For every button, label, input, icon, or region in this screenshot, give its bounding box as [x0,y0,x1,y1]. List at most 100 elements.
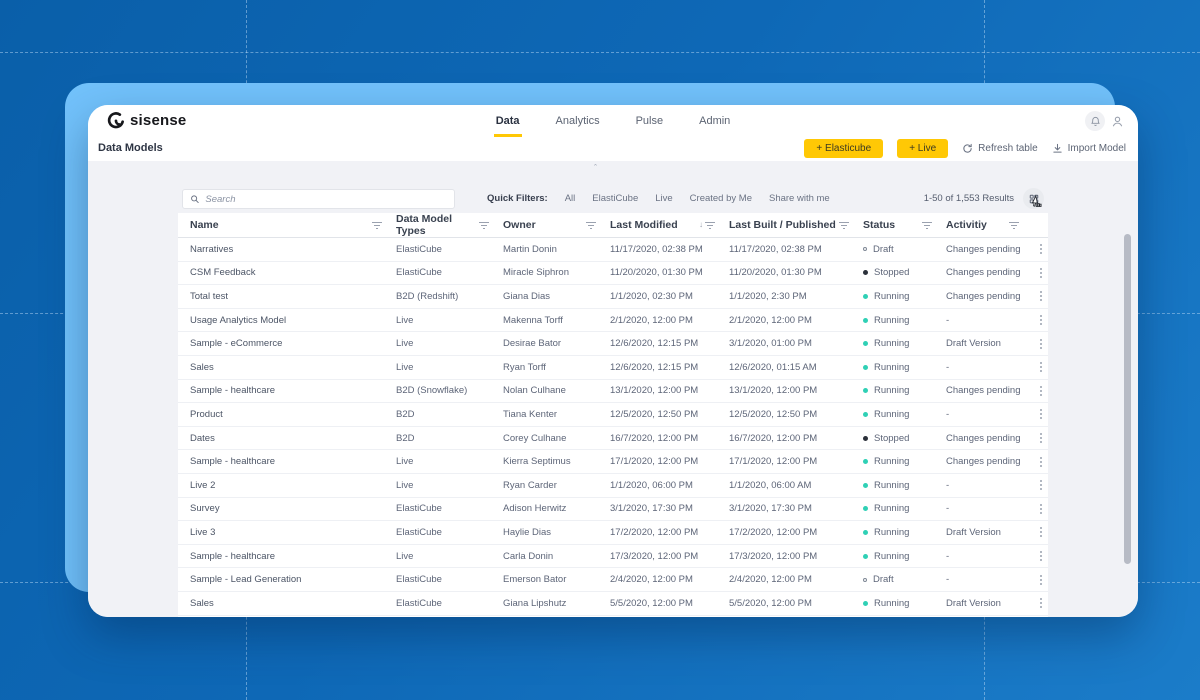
table-row[interactable]: Dates B2D Corey Culhane 16/7/2020, 12:00 PM… [178,427,1048,451]
column-header-last-built-published[interactable]: Last Built / Published [729,213,863,237]
row-menu-kebab-icon[interactable] [1033,385,1048,396]
cell-owner: Miracle Siphron [503,267,569,279]
top-navbar: sisense Data Analytics Pulse Admin [88,105,1138,138]
refresh-table-button[interactable]: Refresh table [962,143,1038,154]
status-label: Stopped [874,432,910,444]
sisense-logo[interactable]: sisense [106,111,186,130]
cell-owner: Corey Culhane [503,432,567,444]
status-dot-running [863,317,868,323]
table-row[interactable]: Product B2D Tiana Kenter 12/5/2020, 12:50 P… [178,403,1048,427]
row-menu-kebab-icon[interactable] [1033,551,1048,562]
cell-status: Running [863,409,946,420]
data-models-table: Name Data Model Types Owner Last Modified ↓ L… [178,213,1048,617]
cell-name: Live 2 [190,479,216,491]
cell-status: Draft [863,574,946,585]
table-row[interactable]: Live 3 ElastiCube Haylie Dias 17/2/2020, 12… [178,521,1048,545]
column-label: Status [863,219,896,231]
table-row[interactable]: Sample - Lead Generation ElastiCube Emerso… [178,568,1048,592]
cell-activity: - [946,479,950,491]
quick-filter-created-by-me[interactable]: Created by Me [689,193,752,204]
quick-filter-all[interactable]: All [564,193,576,204]
column-header-activitiy[interactable]: Activitiy [946,213,1033,237]
cell-last-built-published: 1/1/2020, 2:30 PM [729,290,807,302]
tab-analytics[interactable]: Analytics [555,115,600,127]
row-menu-kebab-icon[interactable] [1033,409,1048,420]
sort-icon[interactable]: ↓ [699,221,715,229]
cell-activity: Changes pending [946,432,1021,444]
table-row[interactable]: Survey ElastiCube Adison Herwitz 3/1/2020, … [178,498,1048,522]
cell-data-model-type: Live [396,550,414,562]
row-menu-kebab-icon[interactable] [1033,244,1048,255]
grid-view-button[interactable] [1023,188,1044,209]
vertical-scrollbar[interactable] [1124,234,1131,564]
table-row[interactable]: Narratives ElastiCube Martin Donin 11/17/20… [178,238,1048,262]
notifications-button[interactable] [1085,111,1105,131]
row-menu-kebab-icon[interactable] [1033,338,1048,349]
cell-activity: - [946,550,950,562]
column-header-owner[interactable]: Owner [503,213,610,237]
elasticube-button[interactable]: + Elasticube [804,139,884,158]
row-menu-kebab-icon[interactable] [1033,315,1048,326]
table-row[interactable]: Total test B2D (Redshift) Giana Dias 1/1/20… [178,285,1048,309]
quick-filter-share-with-me[interactable]: Share with me [768,193,830,204]
quick-filter-live[interactable]: Live [655,193,673,204]
table-row[interactable]: CSM Feedback ElastiCube Miracle Siphron 11/… [178,262,1048,286]
table-row[interactable]: Sales Live Ryan Torff 12/6/2020, 12:15 PM 12… [178,356,1048,380]
quick-filter-items: All ElastiCube Live Created by Me Share with… [565,193,830,204]
table-row[interactable]: Usage Analytics Model Live Makenna Torff 2/… [178,309,1048,333]
table-row[interactable]: Sample - healthcare B2D (Snowflake) Nolan … [178,380,1048,404]
status-dot-running [863,506,868,512]
main-tabs: Data Analytics Pulse Admin [88,105,1138,138]
filter-icon[interactable] [839,221,849,229]
filter-icon[interactable] [586,221,596,229]
search-box[interactable] [182,189,455,209]
row-menu-kebab-icon[interactable] [1033,362,1048,373]
collapse-chevron-icon[interactable]: ˆ [594,163,597,173]
filter-icon[interactable] [705,221,715,229]
cell-last-built-published: 12/5/2020, 12:50 PM [729,408,818,420]
status-label: Running [874,385,910,397]
tab-data[interactable]: Data [493,106,522,137]
tab-pulse[interactable]: Pulse [635,115,664,127]
row-menu-kebab-icon[interactable] [1033,291,1048,302]
cell-last-modified: 2/1/2020, 12:00 PM [610,314,693,326]
column-header-name[interactable]: Name [178,213,396,237]
column-header-status[interactable]: Status [863,213,946,237]
cell-last-modified: 1/1/2020, 02:30 PM [610,290,693,302]
table-row[interactable]: Sample - eCommerce Live Desirae Bator 12/6/… [178,332,1048,356]
row-menu-kebab-icon[interactable] [1033,527,1048,538]
status-label: Draft [873,243,894,255]
row-menu-kebab-icon[interactable] [1033,480,1048,491]
column-label: Name [190,219,219,231]
search-input[interactable] [205,193,447,205]
filter-icon[interactable] [1009,221,1019,229]
row-menu-kebab-icon[interactable] [1033,456,1048,467]
cell-data-model-type: ElastiCube [396,243,442,255]
row-menu-kebab-icon[interactable] [1033,433,1048,444]
cell-activity: Changes pending [946,267,1021,279]
cell-owner: Nolan Culhane [503,385,566,397]
quick-filter-elasticube[interactable]: ElastiCube [592,193,639,204]
user-profile-button[interactable] [1111,115,1124,128]
row-menu-kebab-icon[interactable] [1033,574,1048,585]
page-title: Data Models [98,142,163,154]
tab-admin[interactable]: Admin [699,115,731,127]
table-row[interactable]: Live 2 Live Ryan Carder 1/1/2020, 06:00 PM 1… [178,474,1048,498]
filter-icon[interactable] [922,221,932,229]
cell-data-model-type: Live [396,479,414,491]
table-row[interactable]: Sample - healthcare Live Kierra Septimus 17… [178,450,1048,474]
row-menu-kebab-icon[interactable] [1033,598,1048,609]
row-menu-kebab-icon[interactable] [1033,267,1048,278]
column-header-data-model-types[interactable]: Data Model Types [396,213,503,237]
table-row[interactable]: Sales ElastiCube Giana Lipshutz 5/5/2020, 1… [178,592,1048,616]
app-window: sisense Data Analytics Pulse Admin Data Mod… [88,105,1138,617]
column-header-last-modified[interactable]: Last Modified ↓ [610,213,729,237]
live-button[interactable]: + Live [897,139,949,158]
filter-icon[interactable] [372,221,382,229]
row-menu-kebab-icon[interactable] [1033,503,1048,514]
filter-icon[interactable] [479,221,489,229]
cell-name: Total test [190,290,229,302]
table-row[interactable]: Sample - healthcare Live Carla Donin 17/3/2… [178,545,1048,569]
import-model-button[interactable]: Import Model [1052,143,1126,154]
cell-activity: Changes pending [946,456,1021,468]
